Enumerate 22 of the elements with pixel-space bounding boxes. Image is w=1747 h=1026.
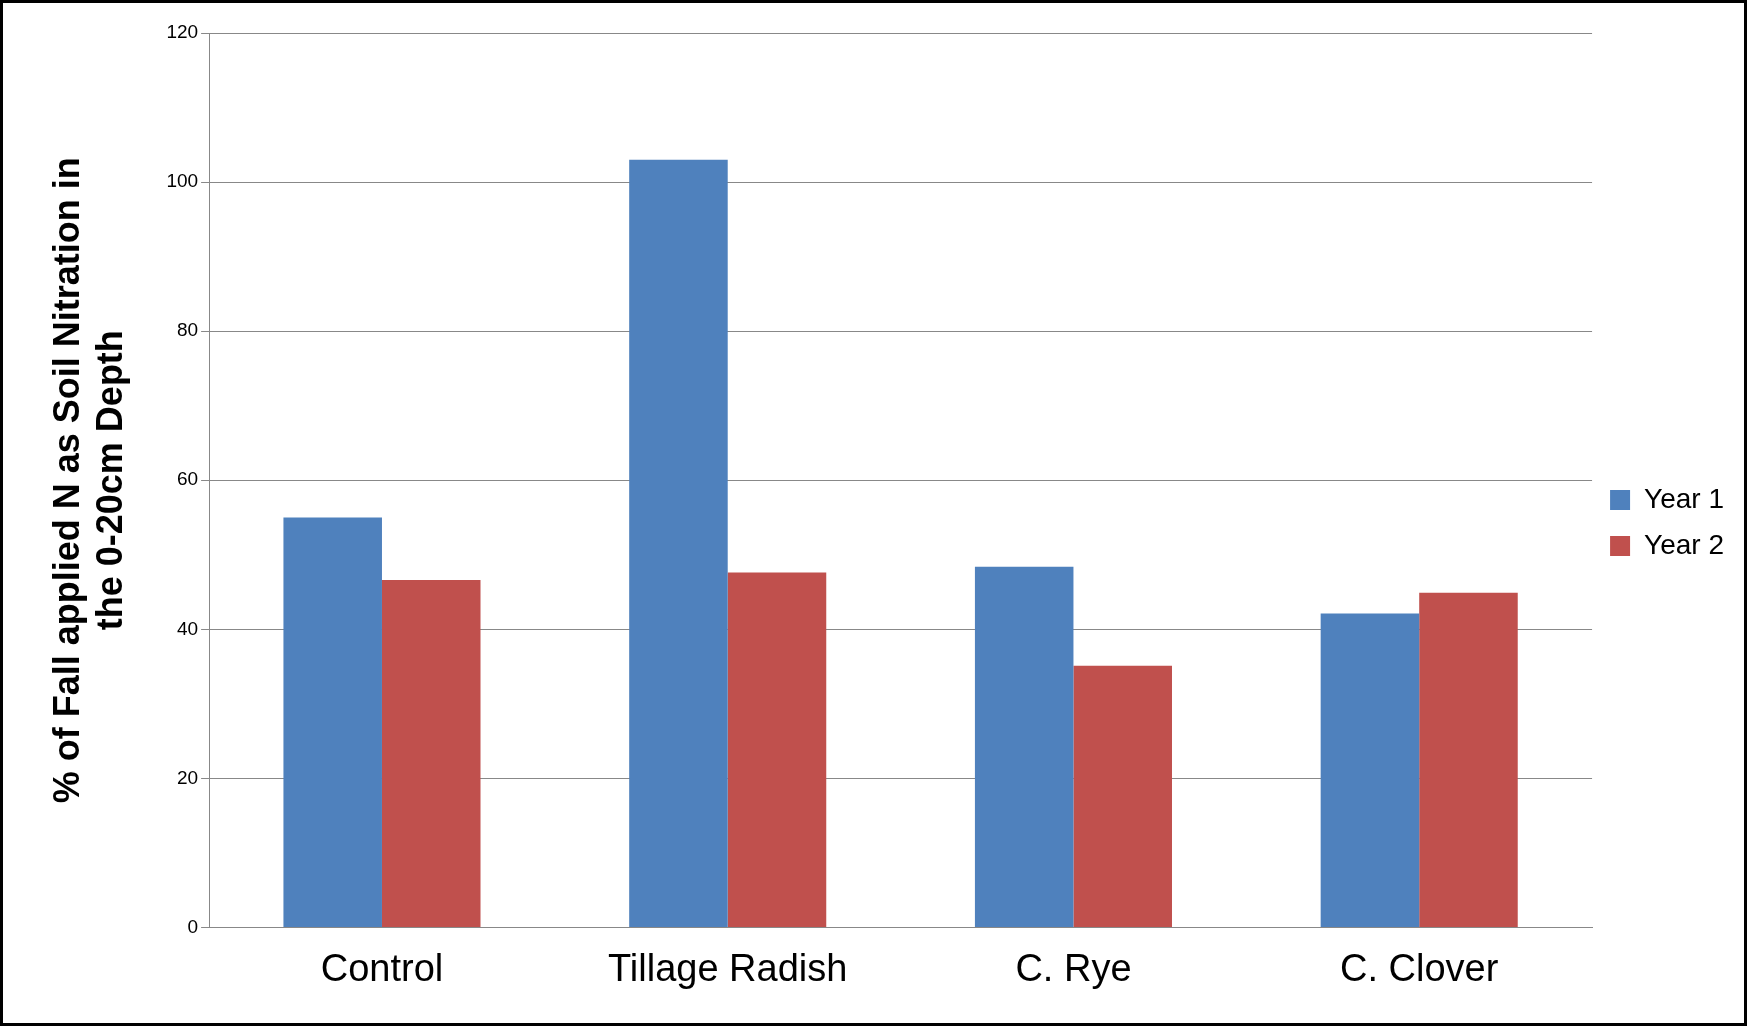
y-tick-label: 40: [176, 617, 199, 639]
legend-label: Year 2: [1644, 528, 1725, 560]
bar: [1419, 592, 1518, 927]
bar: [1073, 665, 1172, 927]
x-tick-label: C. Clover: [1340, 946, 1499, 989]
y-tick-label: 60: [176, 468, 199, 490]
bar: [974, 566, 1074, 927]
y-tick-label: 0: [187, 915, 199, 937]
x-tick-label: C. Rye: [1015, 946, 1132, 989]
bar: [629, 159, 728, 927]
y-tick-label: 80: [176, 319, 199, 341]
y-axis-title: % of Fall applied N as Soil Nitration in the 0-20cm Depth: [45, 157, 130, 804]
y-tick-label: 100: [166, 170, 199, 192]
y-tick-label: 120: [166, 21, 199, 43]
x-tick-label: Control: [320, 946, 444, 989]
bar: [381, 580, 481, 927]
x-tick-label: Tillage Radish: [608, 946, 848, 989]
y-tick-label: 20: [176, 766, 199, 788]
legend-label: Year 1: [1644, 482, 1725, 514]
bar: [283, 517, 382, 927]
bar: [1320, 613, 1420, 927]
bar: [727, 572, 827, 927]
